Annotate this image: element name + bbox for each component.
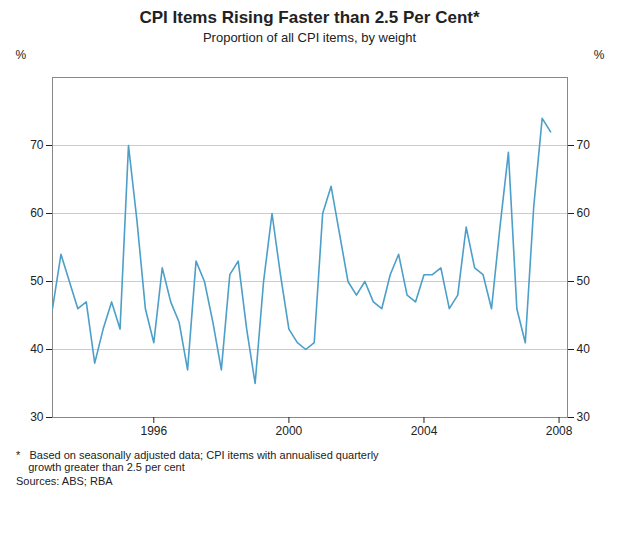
- svg-text:60: 60: [30, 206, 44, 220]
- svg-text:1996: 1996: [140, 424, 167, 438]
- svg-text:40: 40: [30, 342, 44, 356]
- html-text:Sources: ABS; RBA: Sources: ABS; RBA: [16, 475, 113, 487]
- svg-text:2004: 2004: [411, 424, 438, 438]
- svg-text:70: 70: [577, 138, 591, 152]
- svg-text:30: 30: [30, 410, 44, 424]
- html-text:Proportion of all CPI items, b: Proportion of all CPI items, by weight: [202, 30, 417, 45]
- svg-text:%: %: [16, 48, 27, 62]
- html-text:* Based on seasonally adjusted: * Based on seasonally adjusted data; CPI…: [16, 449, 379, 473]
- svg-text:50: 50: [30, 274, 44, 288]
- svg-text:%: %: [594, 48, 605, 62]
- svg-text:2008: 2008: [546, 424, 573, 438]
- svg-text:30: 30: [577, 410, 591, 424]
- svg-text:2000: 2000: [276, 424, 303, 438]
- svg-text:60: 60: [577, 206, 591, 220]
- svg-text:50: 50: [577, 274, 591, 288]
- html-text:CPI Items Rising Faster than 2: CPI Items Rising Faster than 2.5 Per Cen…: [139, 8, 480, 27]
- svg-text:70: 70: [30, 138, 44, 152]
- svg-text:40: 40: [577, 342, 591, 356]
